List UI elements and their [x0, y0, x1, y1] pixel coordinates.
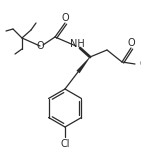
Text: O: O	[127, 38, 135, 48]
Text: O: O	[61, 13, 69, 23]
Text: OH: OH	[140, 59, 141, 69]
Polygon shape	[76, 57, 90, 73]
Text: O: O	[36, 41, 44, 51]
Text: NH: NH	[70, 39, 84, 49]
Text: Cl: Cl	[60, 139, 70, 149]
